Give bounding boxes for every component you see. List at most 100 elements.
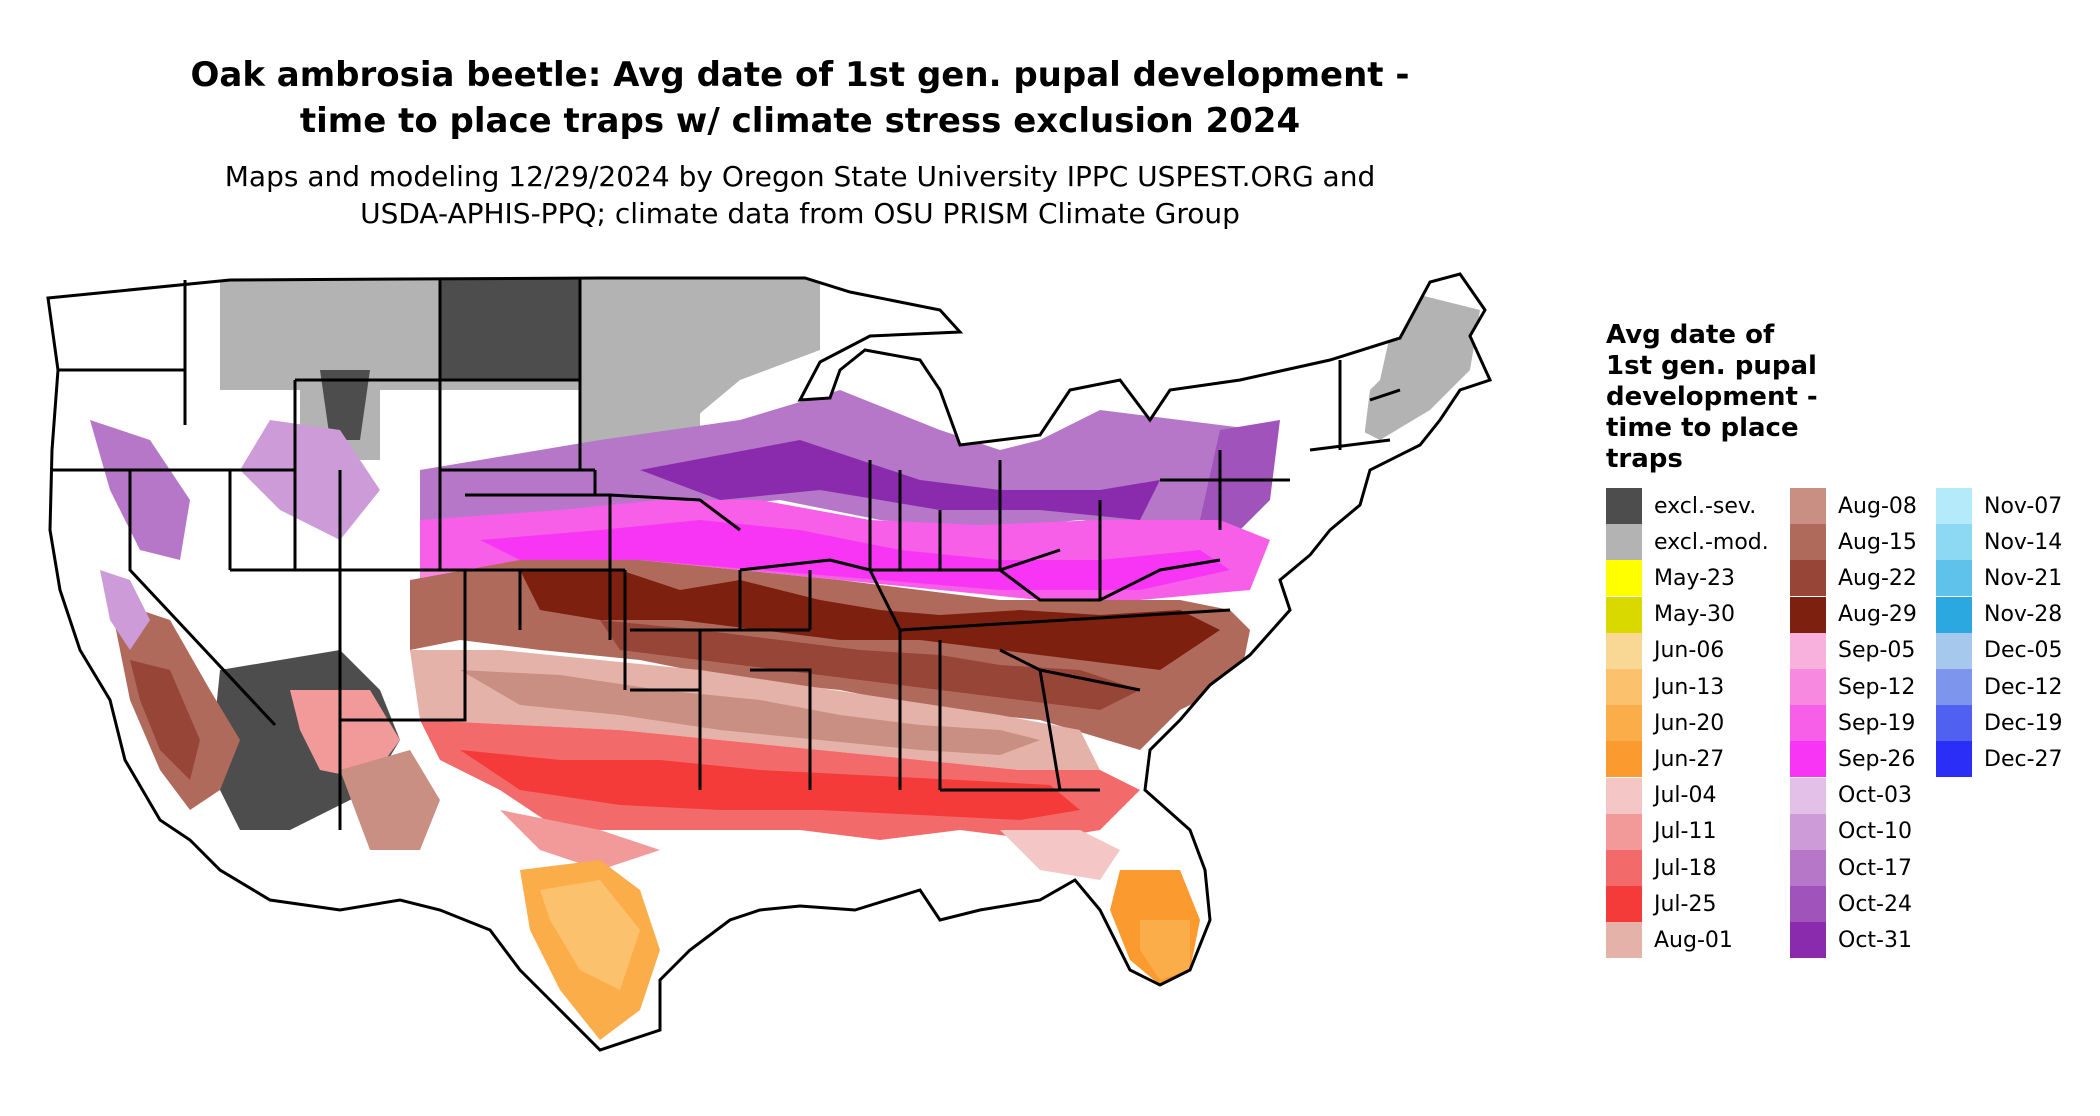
legend-swatch bbox=[1606, 669, 1642, 705]
legend-swatch bbox=[1936, 705, 1972, 742]
legend-swatch bbox=[1606, 777, 1642, 814]
legend-swatch bbox=[1790, 886, 1826, 923]
legend-label: Jun-27 bbox=[1654, 746, 1725, 772]
legend-label: Nov-21 bbox=[1984, 565, 2063, 591]
legend-swatch bbox=[1606, 741, 1642, 778]
legend-label: Oct-03 bbox=[1838, 783, 1912, 809]
legend-label: Jun-13 bbox=[1654, 674, 1725, 700]
legend-item: Nov-21 bbox=[1936, 560, 2063, 597]
legend-label: Jul-04 bbox=[1654, 783, 1717, 809]
legend-label: May-23 bbox=[1654, 565, 1736, 591]
legend-item: Dec-05 bbox=[1936, 632, 2063, 669]
legend-item: Oct-17 bbox=[1790, 850, 1912, 886]
legend-label: Aug-15 bbox=[1838, 529, 1917, 555]
legend-swatch bbox=[1936, 524, 1972, 561]
legend-swatch bbox=[1790, 669, 1826, 705]
map-subtitle-line-2: USDA-APHIS-PPQ; climate data from OSU PR… bbox=[360, 197, 1240, 230]
legend-label: Sep-05 bbox=[1838, 638, 1916, 664]
legend-label: excl.-sev. bbox=[1654, 493, 1757, 519]
legend-item: Jun-13 bbox=[1606, 669, 1724, 705]
conus-phenology-map bbox=[46, 272, 1492, 1052]
legend-label: Sep-26 bbox=[1838, 746, 1916, 772]
legend-item: Aug-15 bbox=[1790, 524, 1917, 561]
legend-swatch bbox=[1606, 922, 1642, 959]
legend-item: Oct-03 bbox=[1790, 777, 1912, 814]
legend-label: May-30 bbox=[1654, 602, 1736, 628]
legend-item: excl.-mod. bbox=[1606, 524, 1769, 561]
legend-item: excl.-sev. bbox=[1606, 488, 1756, 524]
legend-swatch bbox=[1606, 524, 1642, 561]
legend-title-line: time to place bbox=[1606, 413, 1799, 443]
legend-title-line: development - bbox=[1606, 382, 1818, 412]
legend-item: Oct-24 bbox=[1790, 886, 1912, 923]
legend-item: Dec-19 bbox=[1936, 705, 2063, 742]
legend-title: Avg date of 1st gen. pupal development -… bbox=[1606, 320, 1906, 475]
legend-swatch bbox=[1790, 632, 1826, 669]
legend-swatch bbox=[1790, 488, 1826, 524]
legend-swatch bbox=[1790, 813, 1826, 850]
state-borders bbox=[46, 272, 1492, 1052]
map-title-line-1: Oak ambrosia beetle: Avg date of 1st gen… bbox=[190, 55, 1410, 95]
map-subtitle-line-1: Maps and modeling 12/29/2024 by Oregon S… bbox=[224, 160, 1376, 193]
legend-label: Oct-24 bbox=[1838, 891, 1912, 917]
legend-swatch bbox=[1790, 850, 1826, 886]
legend-item: Nov-14 bbox=[1936, 524, 2063, 561]
legend-label: Jul-25 bbox=[1654, 891, 1717, 917]
legend-label: Sep-12 bbox=[1838, 674, 1916, 700]
legend-item: Jun-20 bbox=[1606, 705, 1725, 742]
legend-title-line: Avg date of bbox=[1606, 320, 1775, 350]
legend-item: Dec-12 bbox=[1936, 669, 2063, 705]
legend-label: Oct-10 bbox=[1838, 819, 1912, 845]
legend-swatch bbox=[1606, 632, 1642, 669]
legend-label: Jun-20 bbox=[1654, 710, 1725, 736]
legend-item: Jul-18 bbox=[1606, 850, 1716, 886]
legend-item: May-30 bbox=[1606, 596, 1736, 633]
legend-label: Oct-17 bbox=[1838, 855, 1912, 881]
legend-label: Jul-18 bbox=[1654, 855, 1717, 881]
legend-item: Dec-27 bbox=[1936, 741, 2063, 778]
legend-item: Oct-31 bbox=[1790, 922, 1912, 959]
legend-item: Aug-22 bbox=[1790, 560, 1917, 597]
legend-title-line: traps bbox=[1606, 444, 1683, 474]
legend-swatch bbox=[1936, 560, 1972, 597]
legend-item: Sep-26 bbox=[1790, 741, 1916, 778]
legend-item: Aug-08 bbox=[1790, 488, 1917, 524]
legend-label: Aug-22 bbox=[1838, 565, 1917, 591]
legend-swatch bbox=[1936, 596, 1972, 633]
legend-label: Aug-08 bbox=[1838, 493, 1917, 519]
legend-swatch bbox=[1790, 922, 1826, 959]
legend-label: Dec-27 bbox=[1984, 746, 2063, 772]
legend-label: Aug-01 bbox=[1654, 927, 1733, 953]
legend-label: Dec-19 bbox=[1984, 710, 2063, 736]
legend-item: Nov-28 bbox=[1936, 596, 2062, 633]
legend-item: Jul-11 bbox=[1606, 813, 1717, 850]
map-subtitle: Maps and modeling 12/29/2024 by Oregon S… bbox=[60, 158, 1540, 232]
legend-swatch bbox=[1790, 524, 1826, 561]
legend-swatch bbox=[1606, 886, 1642, 923]
legend-swatch bbox=[1606, 850, 1642, 886]
legend-item: Sep-19 bbox=[1790, 705, 1916, 742]
legend-item: Nov-07 bbox=[1936, 488, 2062, 524]
legend-label: Jun-06 bbox=[1654, 638, 1725, 664]
legend-swatch bbox=[1790, 596, 1826, 633]
legend-swatch bbox=[1790, 560, 1826, 597]
legend-label: Sep-19 bbox=[1838, 710, 1916, 736]
phenology-zones bbox=[86, 274, 1480, 1040]
legend-swatch bbox=[1936, 669, 1972, 705]
legend-label: Jul-11 bbox=[1654, 819, 1717, 845]
legend-item: Sep-05 bbox=[1790, 632, 1916, 669]
legend-item: Jul-04 bbox=[1606, 777, 1717, 814]
legend-label: excl.-mod. bbox=[1654, 529, 1769, 555]
legend-swatch bbox=[1936, 488, 1972, 524]
legend-swatch bbox=[1606, 488, 1642, 524]
legend-swatch bbox=[1606, 705, 1642, 742]
legend-label: Dec-12 bbox=[1984, 674, 2063, 700]
legend-label: Oct-31 bbox=[1838, 927, 1912, 953]
map-title-line-2: time to place traps w/ climate stress ex… bbox=[299, 101, 1301, 141]
legend-item: May-23 bbox=[1606, 560, 1736, 597]
legend-label: Nov-14 bbox=[1984, 529, 2063, 555]
legend-swatch bbox=[1790, 777, 1826, 814]
legend-swatch bbox=[1936, 741, 1972, 778]
legend-item: Oct-10 bbox=[1790, 813, 1912, 850]
legend-title-line: 1st gen. pupal bbox=[1606, 351, 1817, 381]
